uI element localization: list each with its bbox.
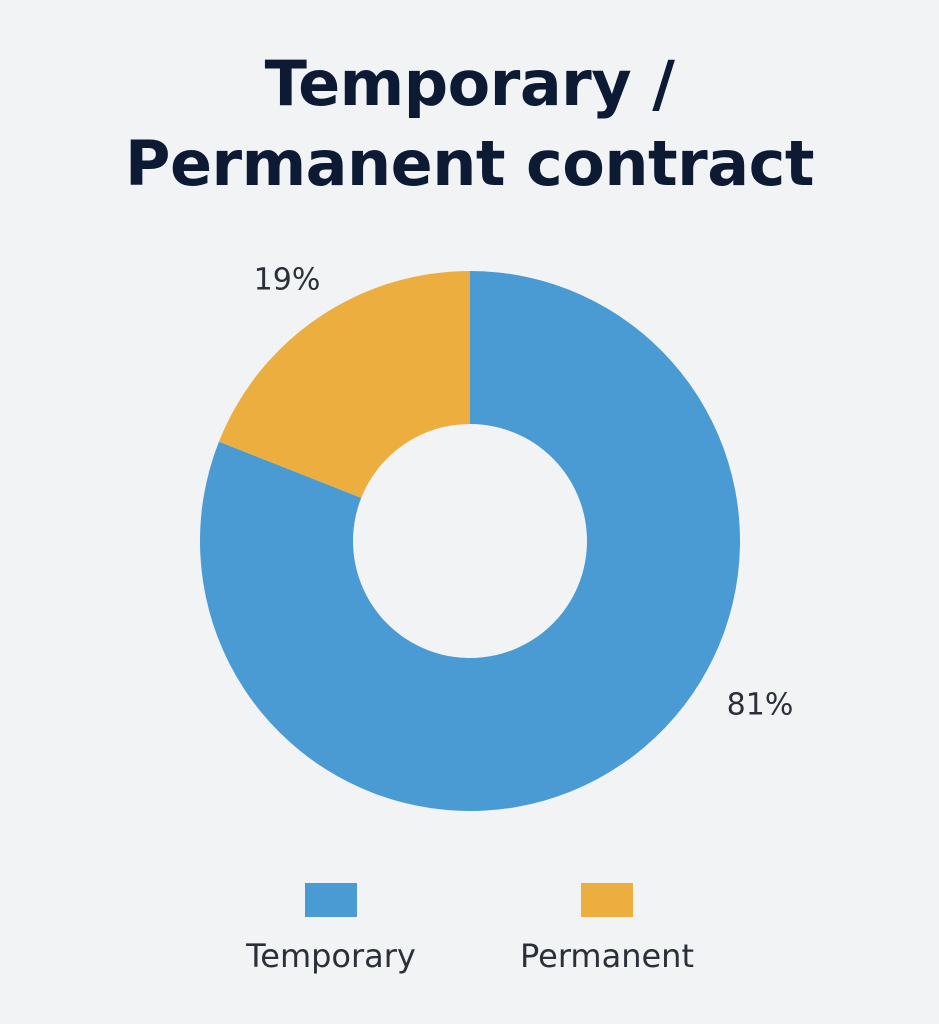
legend-label-temporary: Temporary [245,937,416,975]
slice-label-temporary: 81% [727,688,794,723]
legend-swatch-permanent [581,883,633,917]
legend: Temporary Permanent [245,883,694,975]
donut-slices [199,271,741,811]
slice-permanent [218,271,470,498]
slice-labels: 81% 19% [254,263,794,723]
chart-title-line-1: Temporary / [264,47,675,120]
chart-title: Temporary / Permanent contract [0,44,939,204]
legend-swatch-temporary [305,883,357,917]
slice-label-permanent: 19% [254,263,321,298]
chart-title-line-2: Permanent contract [125,127,814,200]
legend-label-permanent: Permanent [520,937,694,975]
slice-temporary [199,271,741,811]
